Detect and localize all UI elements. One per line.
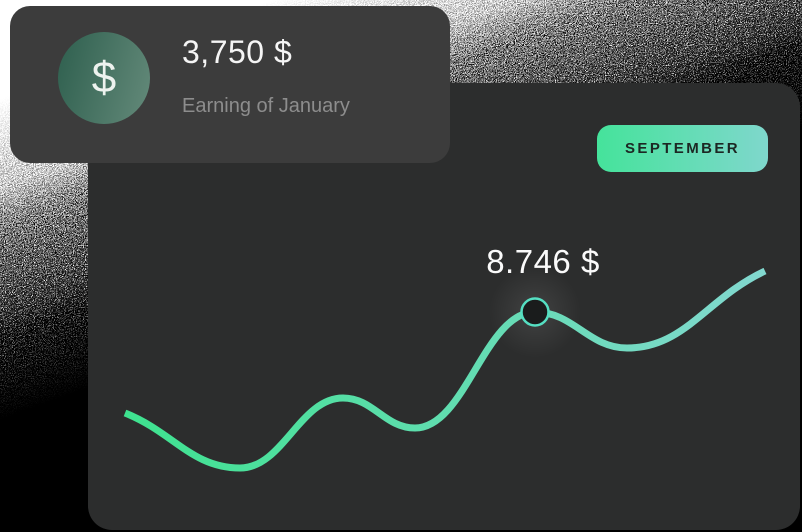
earnings-card: $ 3,750 $ Earning of January — [10, 6, 450, 163]
dollar-symbol: $ — [91, 53, 117, 102]
dollar-icon: $ — [58, 32, 150, 124]
highlight-point-label: 8.746 $ — [486, 243, 600, 280]
earnings-subtitle: Earning of January — [182, 95, 350, 117]
earnings-amount: 3,750 $ — [182, 34, 293, 70]
earnings-line-chart — [123, 266, 767, 472]
month-button[interactable]: SEPTEMBER — [597, 125, 768, 172]
earnings-text-block: 3,750 $ Earning of January — [182, 34, 350, 118]
highlight-point-marker[interactable] — [520, 297, 550, 327]
chart-line — [123, 267, 767, 472]
